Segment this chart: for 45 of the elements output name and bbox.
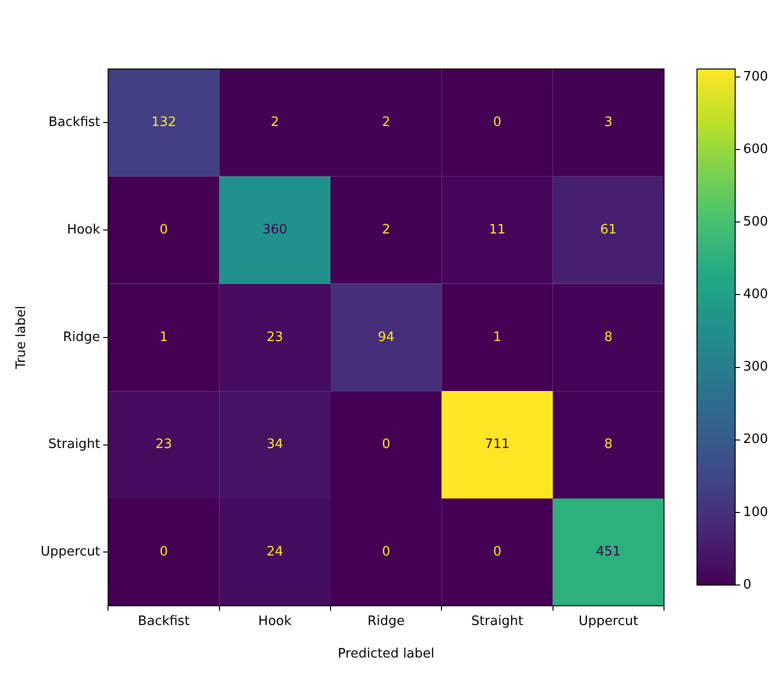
data-label: 23 — [266, 330, 284, 345]
data-label: 0 — [493, 544, 502, 560]
y-tick-label: Backfist — [48, 115, 100, 130]
data-label: 2 — [382, 222, 390, 238]
data-label: 0 — [382, 544, 390, 560]
x-tick-label: Straight — [471, 614, 524, 629]
y-tick-label: Ridge — [63, 330, 100, 345]
data-label: 8 — [604, 330, 613, 345]
data-label: 1 — [493, 330, 502, 345]
data-label: 0 — [160, 222, 168, 238]
data-label: 0 — [160, 544, 168, 560]
color-bar-label: 700 — [743, 69, 768, 84]
data-label: 132 — [151, 115, 176, 130]
x-axis-title: Predicted label — [338, 646, 434, 662]
y-tick-label: Straight — [48, 437, 100, 452]
color-bar-label: 0 — [743, 577, 752, 592]
x-tick-label: Backfist — [138, 614, 190, 629]
y-tick-label: Hook — [66, 222, 101, 238]
x-tick-label: Ridge — [368, 614, 405, 629]
x-tick-label: Hook — [258, 614, 292, 629]
y-tick-label: Uppercut — [40, 544, 100, 560]
data-label: 34 — [266, 437, 284, 452]
data-label: 94 — [378, 330, 394, 345]
data-label: 23 — [155, 437, 172, 452]
color-bar-label: 500 — [743, 214, 768, 230]
color-bar-label: 300 — [743, 360, 768, 375]
data-label: 1 — [160, 330, 168, 345]
data-label: 61 — [600, 222, 617, 238]
data-label: 2 — [382, 115, 390, 130]
color-bar-label: 400 — [743, 287, 768, 302]
data-label: 24 — [266, 544, 284, 560]
data-label: 451 — [596, 544, 621, 560]
data-label: 0 — [493, 115, 502, 130]
color-bar-label: 600 — [743, 142, 768, 157]
color-bar-label: 100 — [743, 504, 768, 520]
data-label: 360 — [262, 222, 288, 238]
data-label: 0 — [382, 437, 390, 452]
data-label: 3 — [604, 115, 613, 130]
data-label: 8 — [604, 437, 613, 452]
color-bar-label: 200 — [743, 432, 768, 448]
data-label: 2 — [270, 115, 280, 130]
y-axis-title: True label — [14, 306, 30, 370]
data-label: 11 — [488, 222, 506, 238]
data-label: 711 — [484, 437, 510, 452]
x-tick-label: Uppercut — [578, 614, 638, 629]
